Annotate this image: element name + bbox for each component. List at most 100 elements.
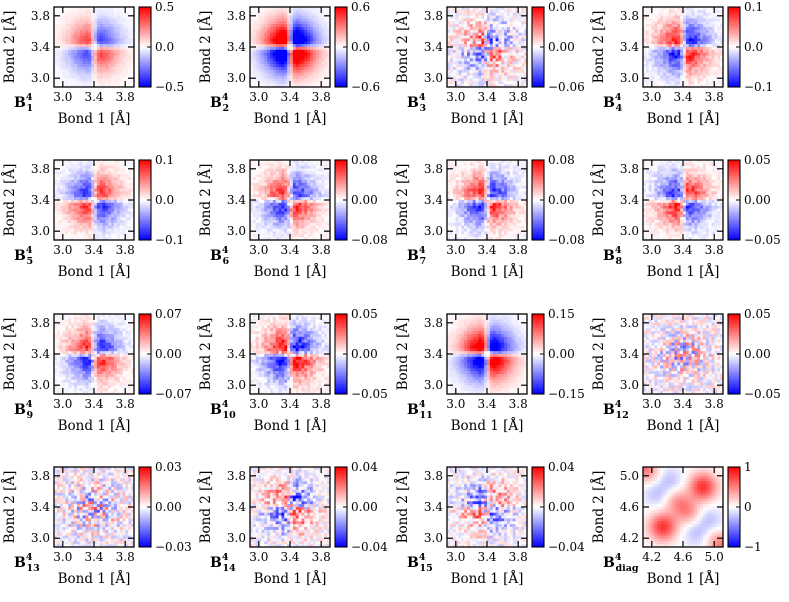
heatmap-cell xyxy=(643,81,647,85)
heatmap-cell xyxy=(321,222,325,227)
heatmap-cell xyxy=(507,15,511,19)
heatmap-cell xyxy=(458,47,462,51)
heatmap-cell xyxy=(56,234,61,238)
heatmap-cell xyxy=(489,27,494,31)
heatmap-cell xyxy=(252,165,257,169)
heatmap-cell xyxy=(71,32,75,36)
heatmap-cell xyxy=(258,38,262,42)
heatmap-cell xyxy=(91,49,95,54)
heatmap-cell xyxy=(509,55,514,59)
heatmap-cell xyxy=(122,228,126,232)
heatmap-cell xyxy=(292,9,297,14)
heatmap-cell xyxy=(71,211,75,215)
heatmap-cell xyxy=(321,27,325,31)
heatmap-cell xyxy=(71,225,75,229)
heatmap-cell xyxy=(481,15,485,19)
heatmap-cell xyxy=(128,55,132,59)
heatmap-cell xyxy=(281,188,285,192)
heatmap-cell xyxy=(255,24,259,28)
heatmap-cell xyxy=(108,49,112,54)
heatmap-cell xyxy=(703,47,707,51)
heatmap-cell xyxy=(250,72,254,76)
heatmap-cell xyxy=(455,44,459,48)
heatmap-cell xyxy=(105,61,109,65)
heatmap-cell xyxy=(131,197,135,201)
y-tick-label: 3.8 xyxy=(424,9,443,23)
heatmap-cell xyxy=(298,182,302,187)
heatmap-cell xyxy=(654,55,658,59)
heatmap-cell xyxy=(683,7,687,11)
heatmap-cell xyxy=(114,228,118,232)
heatmap-cell xyxy=(250,21,254,25)
heatmap-cell xyxy=(660,27,664,31)
heatmap-cell xyxy=(295,49,299,54)
heatmap-cell xyxy=(651,84,655,88)
heatmap-cell xyxy=(478,29,482,34)
heatmap-cell xyxy=(99,29,103,34)
heatmap-cell xyxy=(54,197,58,201)
heatmap-cell xyxy=(651,27,655,31)
heatmap-cell xyxy=(498,15,502,19)
heatmap-cell xyxy=(79,237,83,241)
heatmap-cell xyxy=(250,160,254,164)
heatmap-cell xyxy=(703,21,707,25)
heatmap-cell xyxy=(498,78,502,82)
heatmap-cell xyxy=(660,84,664,88)
heatmap-cell xyxy=(119,200,123,204)
heatmap-cell xyxy=(310,205,314,209)
heatmap-cell xyxy=(524,58,528,62)
heatmap-cell xyxy=(694,81,698,85)
heatmap-cell xyxy=(59,49,63,54)
heatmap-cell xyxy=(131,188,135,192)
heatmap-cell xyxy=(261,202,265,207)
heatmap-cell xyxy=(290,220,294,224)
heatmap-cell xyxy=(327,29,331,34)
heatmap-cell xyxy=(119,24,123,28)
heatmap-cell xyxy=(59,197,63,201)
heatmap-cell xyxy=(475,15,479,19)
heatmap-cell xyxy=(472,75,476,79)
heatmap-cell xyxy=(449,69,454,74)
heatmap-cell xyxy=(507,35,511,39)
heatmap-cell xyxy=(685,64,690,68)
heatmap-cell xyxy=(56,160,61,164)
heatmap-cell xyxy=(252,35,257,39)
heatmap-cell xyxy=(290,211,294,215)
heatmap-cell xyxy=(131,67,135,71)
heatmap-cell xyxy=(272,29,277,34)
heatmap-cell xyxy=(321,24,325,28)
heatmap-cell xyxy=(108,52,112,56)
heatmap-cell xyxy=(475,61,479,65)
heatmap-cell xyxy=(116,12,121,16)
heatmap-cell xyxy=(281,214,285,218)
heatmap-cell xyxy=(76,208,81,212)
heatmap-cell xyxy=(703,49,707,54)
heatmap-cell xyxy=(68,44,72,48)
heatmap-cell xyxy=(461,38,465,42)
heatmap-cell xyxy=(119,78,123,82)
heatmap-cell xyxy=(492,15,496,19)
heatmap-cell xyxy=(281,205,285,209)
heatmap-cell xyxy=(102,12,106,16)
heatmap-cell xyxy=(668,18,672,22)
heatmap-cell xyxy=(119,171,123,175)
heatmap-cell xyxy=(324,47,328,51)
heatmap-cell xyxy=(298,222,302,227)
heatmap-cell xyxy=(321,67,325,71)
heatmap-cell xyxy=(278,197,282,201)
heatmap-cell xyxy=(76,231,81,235)
heatmap-cell xyxy=(76,81,81,85)
heatmap-cell xyxy=(284,32,288,36)
heatmap-cell xyxy=(71,44,75,48)
heatmap-cell xyxy=(119,64,123,68)
heatmap-cell xyxy=(472,29,476,34)
heatmap-cell xyxy=(119,27,123,31)
heatmap-cell xyxy=(648,55,652,59)
heatmap-cell xyxy=(111,67,115,71)
heatmap-cell xyxy=(88,7,92,11)
heatmap-cell xyxy=(258,49,262,54)
heatmap-cell xyxy=(643,24,647,28)
heatmap-cell xyxy=(96,49,101,54)
heatmap-cell xyxy=(685,21,690,25)
heatmap-cell xyxy=(114,18,118,22)
